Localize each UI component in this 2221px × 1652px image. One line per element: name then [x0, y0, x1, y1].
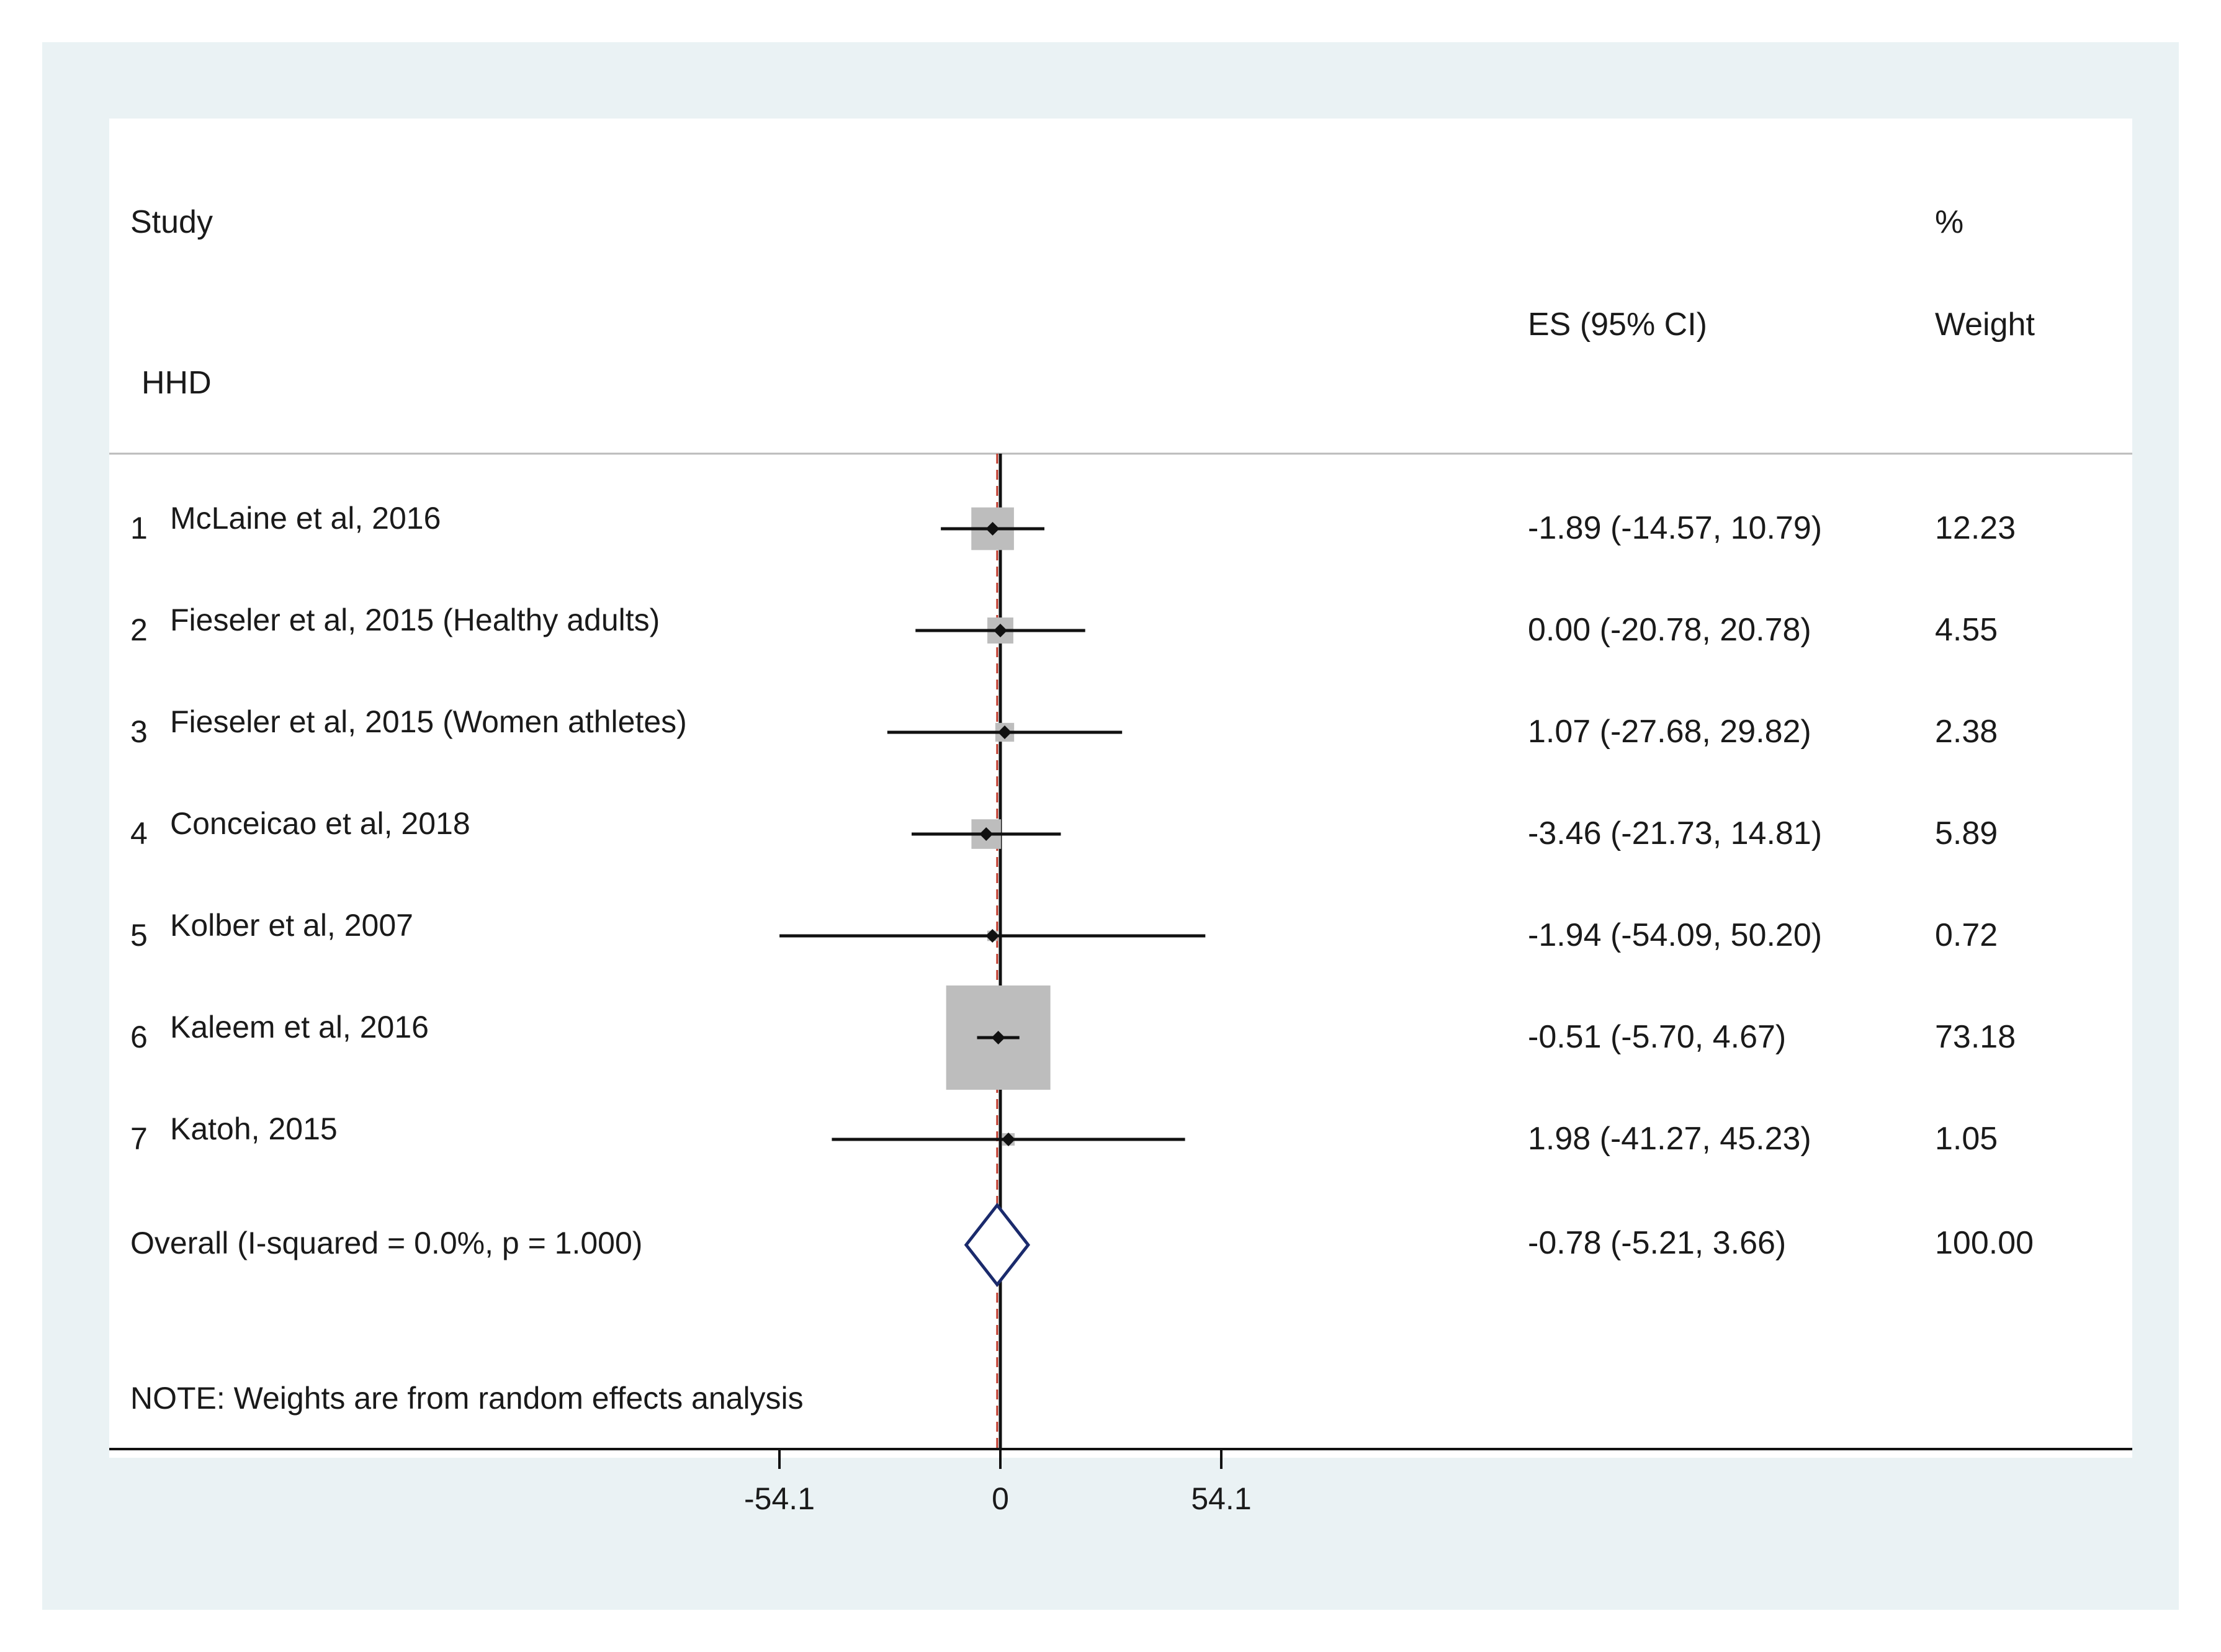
study-name: Katoh, 2015 [170, 1111, 338, 1146]
study-index: 1 [130, 511, 148, 545]
plot-panel [109, 119, 2132, 1458]
es-ci-text: -3.46 (-21.73, 14.81) [1528, 815, 1822, 851]
es-ci-text: 1.07 (-27.68, 29.82) [1528, 714, 1811, 750]
weight-text: 2.38 [1935, 714, 1998, 750]
x-axis: -54.1 0 54.1 [744, 1449, 1252, 1516]
x-tick-label: -54.1 [744, 1481, 815, 1516]
es-ci-text: -1.94 (-54.09, 50.20) [1528, 917, 1822, 953]
study-row: 3 Fieseler et al, 2015 (Women athletes) 1.… [130, 704, 1998, 750]
study-index: 6 [130, 1020, 148, 1054]
point-estimate [1002, 1133, 1016, 1146]
weight-text: 73.18 [1935, 1019, 2016, 1055]
es-ci-text: -0.51 (-5.70, 4.67) [1528, 1019, 1786, 1055]
point-estimate [979, 827, 994, 841]
study-index: 4 [130, 816, 148, 851]
point-estimate [994, 624, 1007, 637]
point-estimate [985, 929, 1000, 943]
header-es: ES (95% CI) [1528, 307, 1707, 343]
study-row: 1 McLaine et al, 2016 -1.89 (-14.57, 10.79… [130, 501, 2016, 550]
es-ci-text: -1.89 (-14.57, 10.79) [1528, 510, 1822, 546]
x-tick-label: 0 [992, 1481, 1009, 1516]
overall-diamond [964, 1202, 1031, 1288]
study-index: 3 [130, 714, 148, 749]
study-row: 4 Conceicao et al, 2018 -3.46 (-21.73, 14.… [130, 806, 1998, 851]
weight-text: 1.05 [1935, 1121, 1998, 1157]
header-study: Study [130, 204, 213, 240]
study-name: Conceicao et al, 2018 [170, 806, 470, 841]
point-estimate [998, 725, 1012, 739]
overall-es: -0.78 (-5.21, 3.66) [1528, 1225, 1786, 1261]
point-estimate [991, 1031, 1005, 1044]
header-weight: Weight [1935, 307, 2035, 343]
overall-label: Overall (I-squared = 0.0%, p = 1.000) [130, 1226, 642, 1260]
point-estimate [985, 522, 1000, 536]
study-row: 7 Katoh, 2015 1.98 (-41.27, 45.23) 1.05 [130, 1111, 1998, 1157]
header-percent: % [1935, 204, 1963, 240]
study-index: 7 [130, 1121, 148, 1156]
plot-layer: 1 McLaine et al, 2016 -1.89 (-14.57, 10.79… [130, 454, 2016, 1449]
study-index: 2 [130, 613, 148, 647]
es-ci-text: 1.98 (-41.27, 45.23) [1528, 1121, 1811, 1157]
weight-text: 4.55 [1935, 612, 1998, 648]
weight-text: 0.72 [1935, 917, 1998, 953]
note-text: NOTE: Weights are from random effects an… [130, 1381, 804, 1416]
study-row: 2 Fieseler et al, 2015 (Healthy adults) 0.… [130, 603, 1998, 648]
study-name: Fieseler et al, 2015 (Women athletes) [170, 704, 687, 739]
study-name: Fieseler et al, 2015 (Healthy adults) [170, 603, 660, 637]
overall-weight: 100.00 [1935, 1225, 2034, 1261]
x-tick-label: 54.1 [1191, 1481, 1251, 1516]
es-ci-text: 0.00 (-20.78, 20.78) [1528, 612, 1811, 648]
weight-text: 5.89 [1935, 815, 1998, 851]
study-name: McLaine et al, 2016 [170, 501, 441, 536]
study-row: 6 Kaleem et al, 2016 -0.51 (-5.70, 4.67) 73… [130, 985, 2016, 1090]
study-name: Kolber et al, 2007 [170, 908, 413, 943]
study-name: Kaleem et al, 2016 [170, 1010, 429, 1044]
subgroup-label: HHD [141, 365, 212, 401]
weight-text: 12.23 [1935, 510, 2016, 546]
study-index: 5 [130, 918, 148, 953]
study-row: 5 Kolber et al, 2007 -1.94 (-54.09, 50.20)… [130, 908, 1998, 953]
